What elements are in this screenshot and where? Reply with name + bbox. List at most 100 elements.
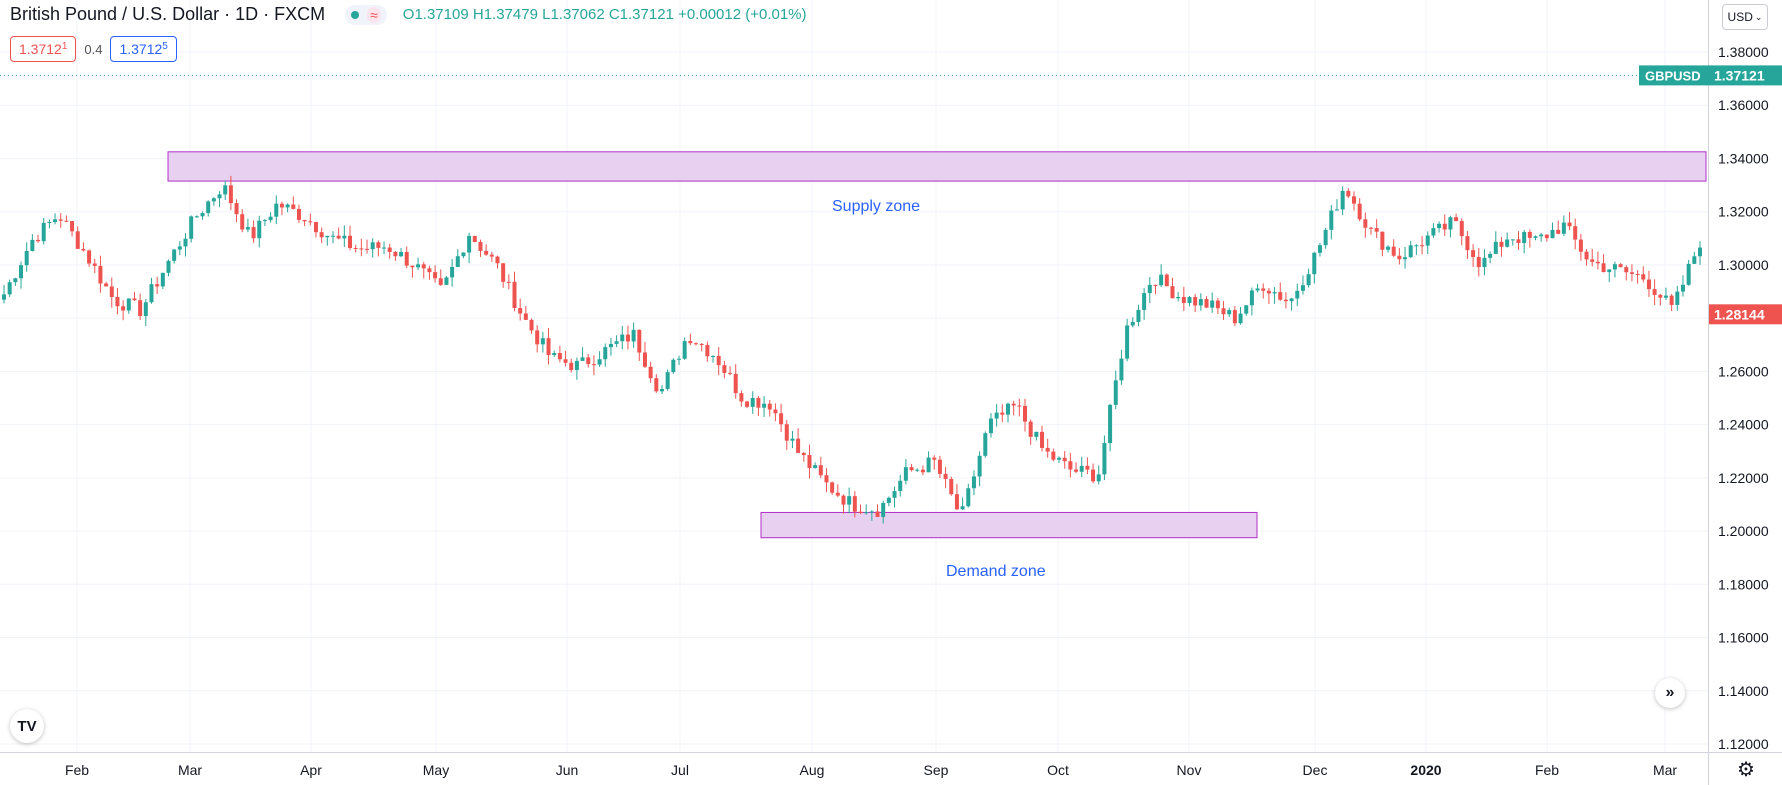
candle-body (852, 496, 857, 512)
candle (348, 225, 353, 251)
candle (1686, 259, 1691, 286)
candle-body (1210, 300, 1215, 308)
candle (1119, 349, 1124, 385)
candle (586, 353, 591, 368)
candle (671, 358, 676, 374)
candle (1210, 292, 1215, 313)
candle-body (966, 488, 971, 507)
candle-body (1085, 465, 1090, 470)
candle (1283, 292, 1288, 309)
candle (291, 196, 296, 210)
candle-body (1023, 406, 1028, 422)
candle (529, 318, 534, 334)
currency-select[interactable]: USD ⌄ (1722, 4, 1768, 30)
scroll-forward-button[interactable]: » (1655, 678, 1685, 708)
candle (30, 234, 35, 252)
candle-body (716, 356, 721, 366)
time-tick-label: Dec (1303, 762, 1328, 778)
candle (484, 244, 489, 256)
double-chevron-right-icon: » (1665, 684, 1675, 701)
candle (240, 209, 245, 233)
candle (676, 355, 681, 365)
candle (92, 258, 97, 274)
candle (285, 203, 290, 213)
candle (1510, 239, 1515, 246)
candle-body (160, 272, 165, 287)
candle (1164, 273, 1169, 287)
candle-body (223, 185, 228, 195)
candle (98, 255, 103, 293)
symbol-title[interactable]: British Pound / U.S. Dollar · 1D · FXCM (10, 4, 326, 24)
candle (365, 239, 370, 254)
time-tick-label: Jun (556, 762, 579, 778)
candle-body (926, 457, 931, 473)
candle (1329, 205, 1334, 240)
supply-zone-label: Supply zone (832, 198, 921, 215)
candle (308, 213, 313, 226)
candle-body (1017, 405, 1022, 407)
candle-body (257, 220, 262, 239)
symbol-tag-bg (1639, 65, 1782, 86)
candle-body (1363, 219, 1368, 228)
market-status[interactable]: ≈ (345, 4, 387, 25)
candle-body (489, 254, 494, 257)
candle-body (733, 373, 738, 394)
candle-body (1232, 310, 1237, 324)
buy-button[interactable]: 1.3712 5 (110, 36, 177, 62)
candle-body (920, 469, 925, 473)
candle (915, 468, 920, 473)
time-tick-label: Mar (1653, 762, 1677, 778)
candle (251, 220, 256, 243)
candle-body (330, 235, 335, 237)
candle-body (1244, 305, 1249, 314)
candle-body (722, 365, 727, 373)
candle-body (1312, 252, 1317, 275)
candle (1170, 277, 1175, 299)
candle-body (183, 238, 188, 247)
price-tick-label: 1.36000 (1718, 97, 1769, 113)
bid-price-pip: 1 (61, 40, 68, 52)
candle-body (1215, 300, 1220, 309)
candle (790, 430, 795, 449)
candle (574, 357, 579, 380)
candle-body (1471, 250, 1476, 258)
gear-icon[interactable]: ⚙ (1737, 759, 1755, 781)
candle-body (1278, 292, 1283, 300)
candle-body (1266, 290, 1271, 294)
candle-body (1403, 257, 1408, 260)
candle (1397, 247, 1402, 265)
candle (983, 431, 988, 458)
candle-body (705, 345, 710, 357)
candle (262, 219, 267, 227)
candle-body (1601, 263, 1606, 273)
price-tick-label: 1.32000 (1718, 204, 1769, 220)
candle (1618, 263, 1623, 268)
candle (36, 234, 41, 243)
candle-body (557, 353, 562, 360)
candle (1499, 236, 1504, 257)
candle (932, 455, 937, 470)
candle (194, 215, 199, 218)
candle (1289, 297, 1294, 311)
candle-body (1374, 228, 1379, 232)
candle (387, 243, 392, 259)
candle (563, 350, 568, 367)
candle (7, 279, 12, 297)
candle-body (1040, 431, 1045, 448)
candle (1074, 462, 1079, 474)
sell-button[interactable]: 1.3712 1 (10, 36, 77, 62)
tradingview-logo-icon[interactable]: TV (10, 709, 44, 743)
candle (966, 483, 971, 508)
candle (608, 337, 613, 356)
candle (750, 391, 755, 414)
candle (1249, 287, 1254, 316)
time-tick-label: Nov (1177, 762, 1202, 778)
candle-body (1193, 297, 1198, 306)
candle (864, 504, 869, 515)
candle (1215, 297, 1220, 315)
candle (1414, 244, 1419, 256)
candle (716, 347, 721, 376)
symbol-tag-name: GBPUSD (1645, 68, 1701, 83)
candle-body (1074, 469, 1079, 472)
